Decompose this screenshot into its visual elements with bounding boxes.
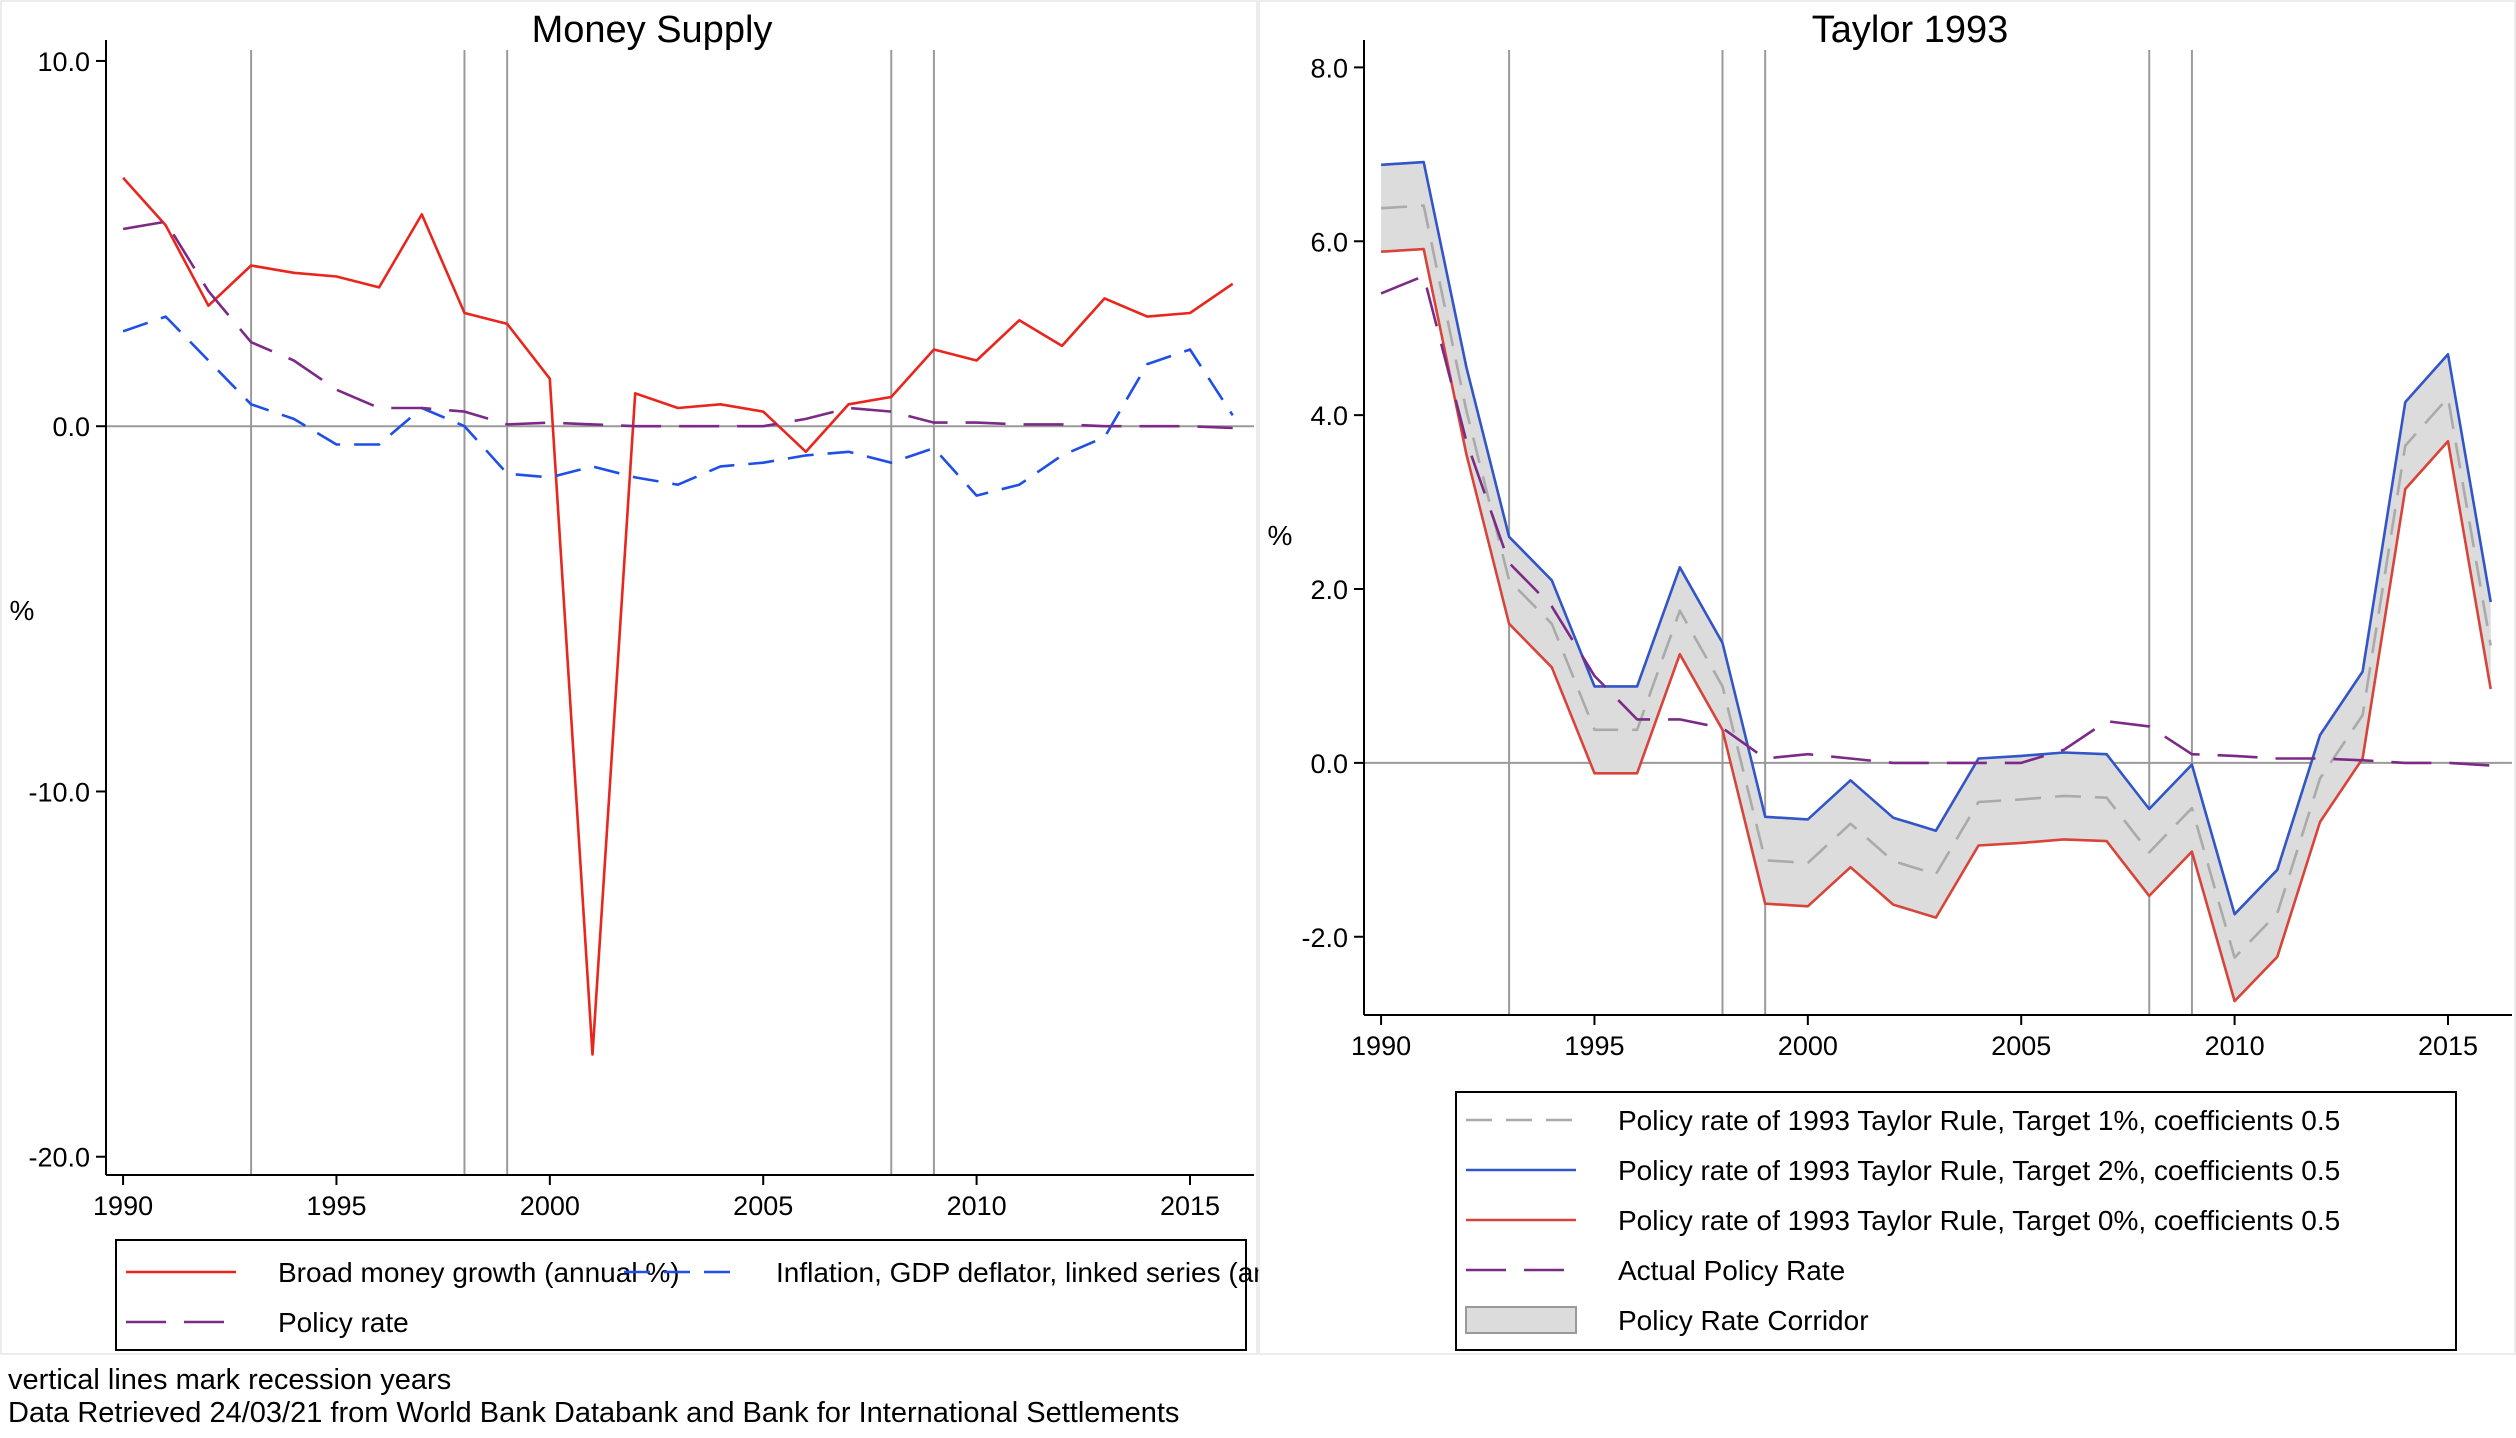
panel2-x-tick-label-2: 2000 <box>1778 1031 1838 1061</box>
panel2-chart: Taylor 1993% 8.0 6.0 4.0 2.0 0.0 -2.0 1990 1995 2… <box>1258 0 2516 1355</box>
panel2-ylabel: % <box>1268 520 1293 551</box>
panel2-line-series-3 <box>1381 247 2492 1003</box>
panel2-legend-label-1: Policy rate of 1993 Taylor Rule, Target … <box>1618 1155 2340 1186</box>
panel1-line-series-1 <box>122 176 1234 1056</box>
panel2-legend-label-3: Actual Policy Rate <box>1618 1255 1845 1286</box>
panel1-legend-label-2: Policy rate <box>278 1307 409 1338</box>
panel1-x-tick-label-1: 1995 <box>306 1191 366 1221</box>
panel2-line-series-2 <box>1381 160 2492 916</box>
panel2-y-tick-label-4: 0.0 <box>1310 749 1348 779</box>
panel2-y-tick-label-3: 2.0 <box>1310 575 1348 605</box>
panel2-y-tick-label-0: 8.0 <box>1310 53 1348 83</box>
panel2-legend-label-4: Policy Rate Corridor <box>1618 1305 1869 1336</box>
panel1-legend-label-0: Broad money growth (annual %) <box>278 1257 680 1288</box>
panel1-x-tick-label-0: 1990 <box>93 1191 153 1221</box>
panel2-y-tick-label-1: 6.0 <box>1310 227 1348 257</box>
panel1-x-tick-label-3: 2005 <box>733 1191 793 1221</box>
panel2-legend-label-2: Policy rate of 1993 Taylor Rule, Target … <box>1618 1205 2340 1236</box>
panel2-legend-box <box>1455 1091 2457 1351</box>
panel2-x-tick-label-3: 2005 <box>1991 1031 2051 1061</box>
footnote-source: Data Retrieved 24/03/21 from World Bank … <box>8 1397 1180 1429</box>
panel2-x-tick-label-5: 2015 <box>2418 1031 2478 1061</box>
panel1-x-tick-label-4: 2010 <box>947 1191 1007 1221</box>
panel1-legend-box <box>115 1239 1247 1351</box>
panel2-line-series-1 <box>1381 204 2492 959</box>
panel1-x-tick-label-2: 2000 <box>520 1191 580 1221</box>
panel2-y-tick-label-2: 4.0 <box>1310 401 1348 431</box>
panel1-frame <box>0 0 1258 1355</box>
panel2-y-tick-label-5: -2.0 <box>1301 923 1348 953</box>
panel1-line-series-2 <box>122 315 1234 497</box>
panel2-line-series-4 <box>1380 274 2491 767</box>
panel1-y-tick-label-2: -10.0 <box>28 777 90 807</box>
panel1-line-series-3 <box>122 220 1233 430</box>
footnote-recessions: vertical lines mark recession years <box>8 1364 452 1396</box>
panel2-title: Taylor 1993 <box>1812 9 2008 51</box>
panel2-policy-rate-corridor <box>1381 162 2491 1002</box>
panel2-legend-label-0: Policy rate of 1993 Taylor Rule, Target … <box>1618 1105 2340 1136</box>
panel1-title: Money Supply <box>532 9 773 51</box>
panel2-x-tick-label-1: 1995 <box>1564 1031 1624 1061</box>
panel1-ylabel: % <box>10 595 35 626</box>
panel2-x-tick-label-4: 2010 <box>2205 1031 2265 1061</box>
panel2-legend-key-4 <box>1465 1306 1577 1334</box>
panel1-y-tick-label-3: -20.0 <box>28 1143 90 1173</box>
panel2-x-tick-label-0: 1990 <box>1351 1031 1411 1061</box>
panel1-legend-label-1: Inflation, GDP deflator, linked series (… <box>776 1257 1300 1288</box>
panel1-y-tick-label-0: 10.0 <box>37 47 90 77</box>
panel1-x-tick-label-5: 2015 <box>1160 1191 1220 1221</box>
panel1-y-tick-label-1: 0.0 <box>52 412 90 442</box>
